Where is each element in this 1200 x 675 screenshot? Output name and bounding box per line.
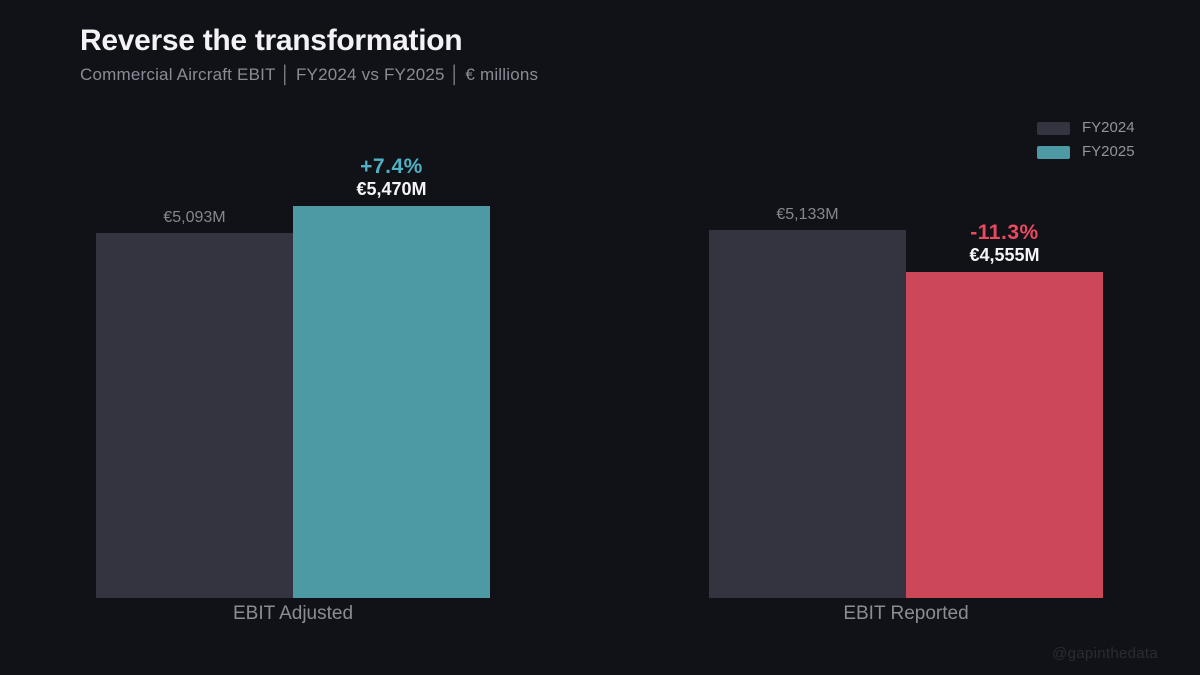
category-label-ebit-adjusted: EBIT Adjusted — [232, 603, 354, 624]
bar-fy2024-ebit-reported — [709, 230, 906, 598]
bar-fy2025-ebit-reported — [906, 272, 1103, 598]
label-stack-fy2025-ebit-reported: -11.3% €4,555M — [969, 221, 1039, 265]
chart-title: Reverse the transformation — [80, 24, 463, 57]
legend-swatch-fy2025 — [1037, 145, 1070, 159]
legend-label-fy2025: FY2025 — [1082, 143, 1135, 160]
label-stack-fy2025-ebit-adjusted: +7.4% €5,470M — [356, 155, 426, 199]
category-label-ebit-reported: EBIT Reported — [843, 603, 969, 624]
legend-item-fy2024: FY2024 — [1037, 119, 1135, 136]
value-label-fy2024-ebit-adjusted: €5,093M — [163, 209, 226, 226]
bar-fy2025-ebit-adjusted — [293, 206, 490, 598]
legend-swatch-fy2024 — [1037, 121, 1070, 135]
watermark: @gapinthedata — [1052, 645, 1158, 662]
legend: FY2024 FY2025 — [1037, 119, 1135, 160]
delta-label-ebit-adjusted: +7.4% — [360, 155, 423, 178]
legend-label-fy2024: FY2024 — [1082, 119, 1135, 136]
bar-fy2024-ebit-adjusted — [96, 233, 293, 598]
value-label-fy2025-ebit-reported: €4,555M — [969, 245, 1040, 265]
chart-subtitle: Commercial Aircraft EBIT │ FY2024 vs FY2… — [80, 65, 539, 84]
value-label-fy2024-ebit-reported: €5,133M — [776, 206, 839, 223]
legend-item-fy2025: FY2025 — [1037, 143, 1135, 160]
value-label-fy2025-ebit-adjusted: €5,470M — [356, 179, 427, 199]
delta-label-ebit-reported: -11.3% — [970, 221, 1039, 244]
